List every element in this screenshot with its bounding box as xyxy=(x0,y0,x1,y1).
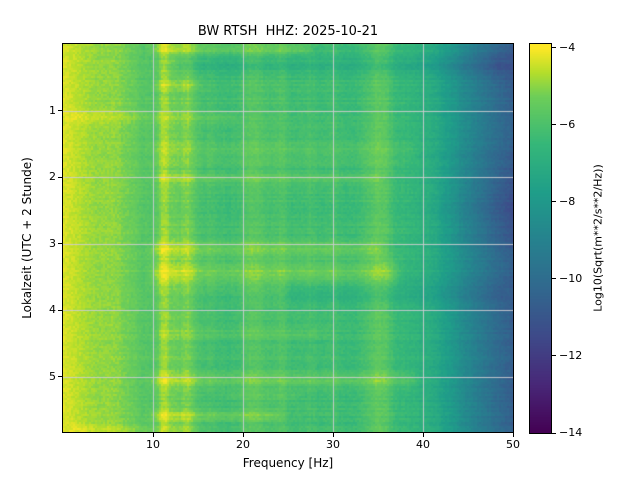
x-tick-mark xyxy=(422,433,424,437)
colorbar-tick-mark xyxy=(552,47,556,49)
x-tick-mark xyxy=(332,433,334,437)
colorbar-tick-label: −12 xyxy=(559,348,583,362)
colorbar-tick-mark xyxy=(552,432,556,434)
y-tick-label: 3 xyxy=(49,236,56,250)
colorbar-tick-label: −4 xyxy=(559,40,576,54)
colorbar-tick-mark xyxy=(552,278,556,280)
y-tick-label: 2 xyxy=(49,170,56,183)
colorbar-label: Log10(Sqrt(m**2/s**2/Hz)) xyxy=(591,164,605,312)
x-tick-label: 40 xyxy=(416,438,430,451)
x-tick-mark xyxy=(152,433,154,437)
x-tick-label: 50 xyxy=(506,438,520,451)
x-tick-mark xyxy=(242,433,244,437)
colorbar-tick-mark xyxy=(552,124,556,126)
y-tick-mark xyxy=(58,176,62,178)
colorbar-tick-mark xyxy=(552,355,556,357)
colorbar-tick-label: −14 xyxy=(559,426,583,439)
y-tick-mark xyxy=(58,110,62,111)
y-tick-mark xyxy=(58,243,62,244)
x-tick-label: 20 xyxy=(236,438,250,451)
x-tick-label: 30 xyxy=(326,438,340,451)
colorbar-tick-label: −6 xyxy=(559,117,576,131)
x-tick-mark xyxy=(512,433,514,437)
colorbar-tick-label: −10 xyxy=(559,271,583,285)
y-tick-mark xyxy=(58,309,62,311)
colorbar xyxy=(530,44,551,433)
y-tick-mark xyxy=(58,376,62,377)
plot-title: BW RTSH HHZ: 2025-10-21 xyxy=(197,24,379,39)
y-tick-label: 5 xyxy=(49,369,56,383)
x-axis-label: Frequency [Hz] xyxy=(242,456,334,470)
spectrogram-heatmap xyxy=(63,44,513,432)
x-tick-label: 10 xyxy=(146,438,160,451)
y-tick-label: 1 xyxy=(49,103,56,117)
y-axis-label: Lokalzeit (UTC + 2 Stunde) xyxy=(20,157,34,319)
colorbar-tick-mark xyxy=(552,201,556,203)
y-tick-label: 4 xyxy=(49,303,56,316)
colorbar-tick-label: −8 xyxy=(559,194,576,208)
